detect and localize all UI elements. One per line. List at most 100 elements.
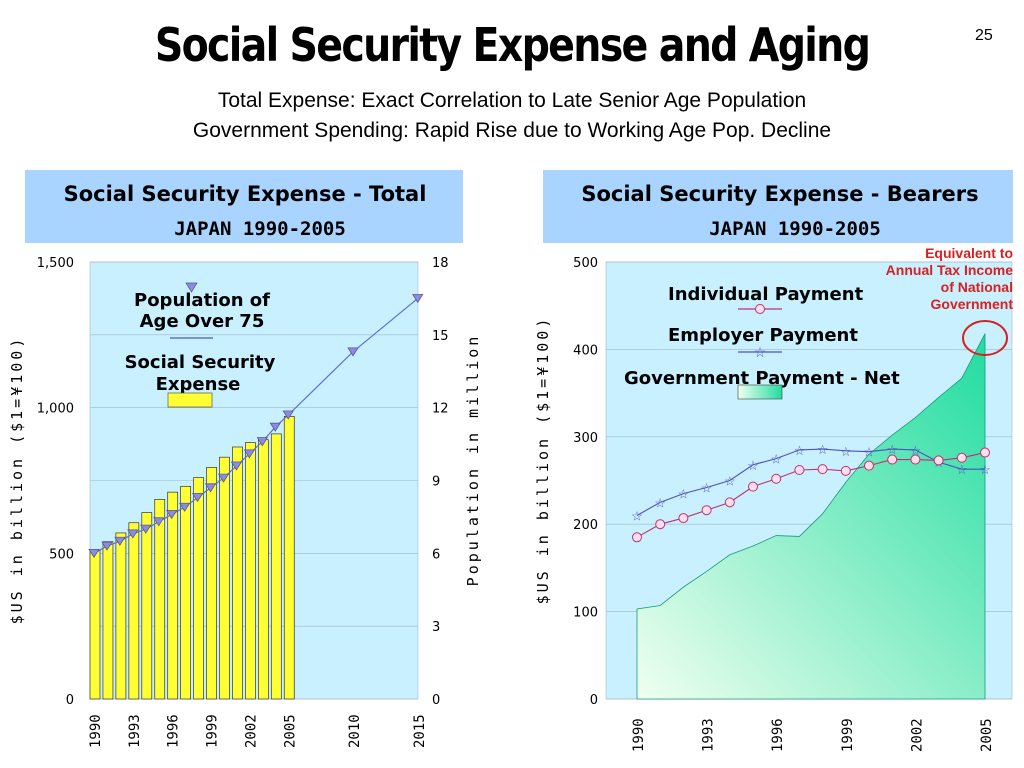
legend-expense-label-2: Expense — [156, 374, 241, 395]
payment-lines: ☆☆☆☆☆☆☆☆☆☆☆☆☆☆☆☆ — [631, 442, 991, 543]
right-axis-tick-label: 6 — [432, 547, 440, 562]
x-axis-tick-label: 1999 — [205, 714, 221, 748]
population-point — [256, 437, 268, 447]
population-point — [282, 410, 294, 420]
individual-point — [864, 460, 874, 471]
left-axis-tick-label: 500 — [49, 547, 74, 562]
population-point — [269, 422, 281, 432]
legend-expense-swatch — [167, 392, 213, 408]
left-header-box — [25, 170, 463, 243]
population-point — [153, 517, 165, 527]
x-axis-tick-label: 1993 — [127, 714, 143, 748]
tax-income-annotation: Equivalent to Annual Tax Income of Natio… — [886, 245, 1014, 356]
right-chart-y-tick-label: 0 — [590, 693, 598, 708]
annotation-line-4: Government — [931, 296, 1014, 312]
legend-individual-circle-icon — [755, 304, 765, 314]
employer-point: ☆ — [886, 442, 898, 457]
x-axis-tick-label: 2002 — [243, 714, 259, 748]
individual-point — [771, 473, 782, 484]
legend-population-label-1: Population of — [134, 290, 270, 311]
population-line — [88, 294, 424, 558]
expense-bar — [283, 416, 295, 700]
left-axis-tick-label: 1,500 — [37, 256, 74, 271]
population-point — [191, 493, 204, 503]
individual-point — [817, 464, 828, 475]
left-axis-tick-label: 0 — [66, 693, 74, 708]
expense-bar — [102, 541, 114, 700]
population-point — [243, 449, 256, 459]
employer-point: ☆ — [794, 443, 806, 458]
left-axis-tick-label: 1,000 — [37, 402, 74, 417]
left-chart-ylabel-right: Population in million — [464, 334, 482, 587]
right-legend: Individual Payment Employer Payment ☆ Go… — [624, 284, 900, 400]
right-axis-tick-label: 0 — [432, 693, 440, 708]
x-axis-tick-label: 2015 — [412, 714, 428, 748]
population-point — [347, 347, 359, 357]
individual-point — [724, 497, 735, 508]
expense-bar — [232, 446, 243, 700]
expense-bar — [219, 456, 230, 700]
individual-point — [632, 532, 642, 543]
page-number: 25 — [975, 27, 993, 44]
legend-employer-star-icon: ☆ — [754, 344, 767, 360]
employer-point: ☆ — [724, 474, 736, 489]
expense-bar — [180, 485, 191, 700]
x-axis-tick-label: 2005 — [282, 714, 298, 748]
employer-point: ☆ — [701, 480, 713, 495]
employer-point: ☆ — [770, 452, 782, 467]
right-chart-y-tick-label: 400 — [573, 343, 598, 358]
expense-bar — [167, 491, 179, 700]
population-point — [179, 502, 191, 512]
individual-point — [655, 519, 666, 530]
individual-polyline — [636, 451, 986, 538]
x-axis-tick-label: 1990 — [88, 714, 104, 748]
employer-polyline — [636, 448, 985, 516]
expense-bar — [154, 499, 166, 700]
right-chart-x-tick-label: 2002 — [909, 718, 925, 752]
x-axis-tick-label: 2010 — [347, 714, 363, 748]
right-axis-tick-label: 18 — [432, 256, 449, 271]
legend-population-marker-icon — [185, 282, 198, 293]
right-chart-y-tick-label: 300 — [573, 431, 598, 446]
individual-point — [678, 513, 689, 524]
individual-point — [840, 465, 851, 476]
right-axis-ticks: 0 100 200 300 400 500 1990 1993 1996 1999 2002 2005 — [573, 256, 995, 752]
annotation-line-2: Annual Tax Income — [886, 262, 1014, 278]
annotation-line-3: of National — [941, 279, 1013, 295]
individual-point — [794, 465, 805, 476]
subtitle-line-1: Total Expense: Exact Correlation to Late… — [217, 89, 807, 112]
employer-point: ☆ — [956, 462, 968, 477]
right-chart-y-tick-label: 100 — [573, 606, 598, 621]
employer-point: ☆ — [863, 445, 875, 460]
right-chart-x-tick-label: 2005 — [979, 718, 995, 752]
population-point — [230, 461, 243, 471]
individual-point — [701, 505, 712, 516]
expense-bar — [89, 550, 101, 700]
left-legend: Population of Age Over 75 Social Securit… — [125, 282, 276, 408]
individual-point — [910, 454, 921, 465]
individual-point — [980, 447, 990, 458]
expense-bar — [115, 532, 127, 700]
expense-bars — [89, 416, 295, 700]
individual-point — [748, 481, 758, 492]
left-axis-ticks: 0 3 6 9 12 15 18 0 500 1,000 1,500 1990 1993 1996 1999… — [37, 256, 449, 748]
annotation-circle — [962, 320, 1008, 356]
annotation-line-1: Equivalent to — [925, 245, 1013, 261]
legend-government-label: Government Payment - Net — [624, 368, 900, 389]
population-point — [166, 510, 178, 520]
individual-point — [933, 455, 944, 466]
subtitle-line-2: Government Spending: Rapid Rise due to W… — [192, 119, 832, 142]
expense-bar — [270, 433, 282, 700]
employer-point: ☆ — [654, 495, 666, 510]
right-chart-header: Social Security Expense - Bearers JAPAN … — [543, 170, 1013, 243]
right-chart-ylabel: $US in billion ($1=¥100) — [534, 316, 552, 605]
legend-government-swatch — [737, 384, 783, 400]
right-chart-x-tick-label: 1993 — [701, 718, 717, 752]
employer-point: ☆ — [678, 487, 690, 502]
right-chart-x-tick-label: 1999 — [840, 718, 856, 752]
population-point — [114, 536, 126, 546]
employer-point: ☆ — [747, 458, 759, 473]
expense-bar — [141, 512, 153, 700]
slide-title: Social Security Expense and Aging — [154, 18, 871, 72]
